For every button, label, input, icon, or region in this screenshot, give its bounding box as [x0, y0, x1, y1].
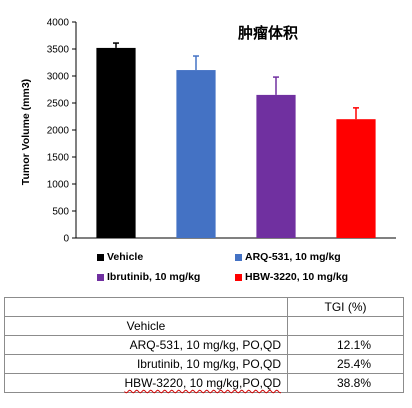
legend-swatch [235, 253, 242, 261]
tumor-volume-chart: 肿瘤体积 Tumor Volume (mm3) 0 500 1000 1500 2000… [20, 18, 396, 245]
row-value: 12.1% [287, 335, 404, 355]
bar [96, 47, 136, 238]
y-tick-label: 2000 [47, 126, 70, 137]
legend-swatch [97, 253, 104, 261]
header-value-cell: TGI (%) [287, 297, 404, 317]
legend: Vehicle ARQ-531, 10 mg/kg Ibrutinib, 10 mg… [90, 248, 400, 294]
table-row: Vehicle [4, 316, 404, 336]
legend-label: Ibrutinib, 10 mg/kg [107, 271, 201, 283]
bars [96, 42, 376, 239]
chart-title: 肿瘤体积 [238, 24, 298, 42]
bar [256, 94, 296, 239]
legend-swatch [235, 273, 242, 281]
table-row: Ibrutinib, 10 mg/kg, PO,QD 25.4% [4, 354, 404, 374]
row-value: 25.4% [287, 354, 404, 374]
legend-label: ARQ-531, 10 mg/kg [245, 251, 341, 263]
row-value [287, 316, 404, 336]
legend-label: Vehicle [107, 251, 144, 263]
table-row: ARQ-531, 10 mg/kg, PO,QD 12.1% [4, 335, 404, 355]
row-value: 38.8% [287, 373, 404, 393]
y-tick-label: 1000 [47, 180, 70, 191]
legend-item: Ibrutinib, 10 mg/kg [97, 271, 200, 283]
y-tick-label: 3500 [47, 45, 70, 56]
tgi-table: TGI (%) Vehicle ARQ-531, 10 mg/kg, PO,QD… [4, 297, 404, 393]
y-tick-label: 500 [52, 207, 69, 218]
y-tick-label: 2500 [47, 99, 70, 110]
y-axis-label: Tumor Volume (mm3) [20, 79, 32, 185]
y-tick-label: 1500 [47, 153, 70, 164]
y-tick-label: 4000 [47, 18, 70, 29]
legend-label: HBW-3220, 10 mg/kg [245, 271, 349, 283]
legend-item: HBW-3220, 10 mg/kg [235, 271, 348, 283]
y-tick-label: 3000 [47, 72, 70, 83]
row-label: ARQ-531, 10 mg/kg, PO,QD [4, 335, 288, 355]
row-label: Ibrutinib, 10 mg/kg, PO,QD [4, 354, 288, 374]
row-label: HBW-3220, 10 mg/kg,PO,QD [4, 373, 288, 393]
y-tick-label: 0 [63, 234, 69, 245]
legend-item: Vehicle [97, 251, 143, 263]
bar [176, 70, 216, 238]
table-row: HBW-3220, 10 mg/kg,PO,QD 38.8% [4, 373, 404, 393]
row-label: Vehicle [4, 316, 288, 336]
header-label-cell [4, 297, 288, 317]
bar [336, 119, 376, 238]
legend-item: ARQ-531, 10 mg/kg [235, 251, 341, 263]
table-header-row: TGI (%) [4, 297, 404, 317]
legend-swatch [97, 273, 104, 281]
row-label-text: HBW-3220, 10 mg/kg,PO,QD [124, 376, 281, 390]
